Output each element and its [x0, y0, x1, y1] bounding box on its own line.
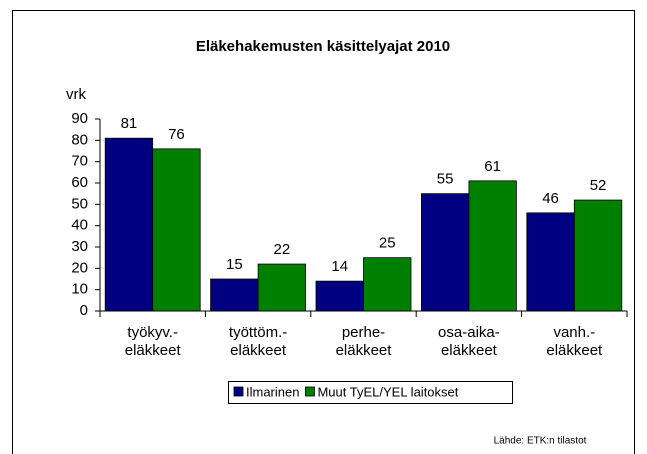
y-tick-label: 40: [71, 217, 88, 234]
bar: [420, 193, 470, 312]
x-tick-label: osa-aika-: [438, 324, 500, 341]
legend-box: [228, 381, 513, 404]
source: Lähde: ETK:n tilastot: [494, 436, 587, 447]
data-label: 81: [121, 115, 138, 132]
bar: [315, 280, 364, 312]
y-axis-label: vrk: [66, 86, 86, 103]
chart-frame: [12, 10, 635, 454]
data-label: 25: [379, 235, 396, 252]
data-label: 61: [484, 158, 501, 175]
data-label: 46: [542, 190, 559, 207]
bar: [104, 137, 154, 312]
x-tick-label: työttöm.-: [229, 324, 287, 341]
y-tick-label: 80: [71, 131, 88, 148]
y-tick-label: 50: [71, 195, 88, 212]
data-label: 14: [331, 258, 348, 275]
legend-swatch: [233, 386, 244, 397]
data-label: 76: [168, 126, 185, 143]
bar: [152, 148, 201, 312]
x-tick-label: vanh.-: [553, 324, 595, 341]
y-tick-label: 20: [71, 259, 88, 276]
x-tick-label: eläkkeet: [546, 342, 603, 359]
x-tick-label: perhe-: [342, 324, 385, 341]
data-label: 22: [274, 241, 291, 258]
x-tick-label: eläkkeet: [125, 342, 182, 359]
y-tick-label: 70: [71, 153, 88, 170]
chart-title: Eläkehakemusten käsittelyajat 2010: [196, 38, 450, 55]
data-label: 15: [226, 256, 243, 273]
bar: [526, 212, 575, 312]
data-label: 55: [437, 171, 454, 188]
y-tick-label: 0: [80, 302, 88, 319]
y-tick-label: 90: [71, 110, 88, 127]
x-tick-label: eläkkeet: [336, 342, 393, 359]
y-tick-label: 30: [71, 238, 88, 255]
data-label: 52: [590, 177, 607, 194]
x-tick-label: eläkkeet: [230, 342, 287, 359]
bar: [468, 180, 517, 312]
legend-label: Muut TyEL/YEL laitokset: [317, 384, 458, 399]
bar: [363, 257, 412, 312]
y-tick-label: 60: [71, 174, 88, 191]
y-tick-label: 10: [71, 281, 88, 298]
bar: [573, 199, 623, 312]
legend-label: Ilmarinen: [246, 384, 299, 399]
x-tick-label: työkyv.-: [127, 324, 178, 341]
legend-swatch: [305, 386, 315, 397]
bar: [210, 278, 259, 312]
bar: [257, 263, 307, 312]
x-tick-label: eläkkeet: [441, 342, 498, 359]
